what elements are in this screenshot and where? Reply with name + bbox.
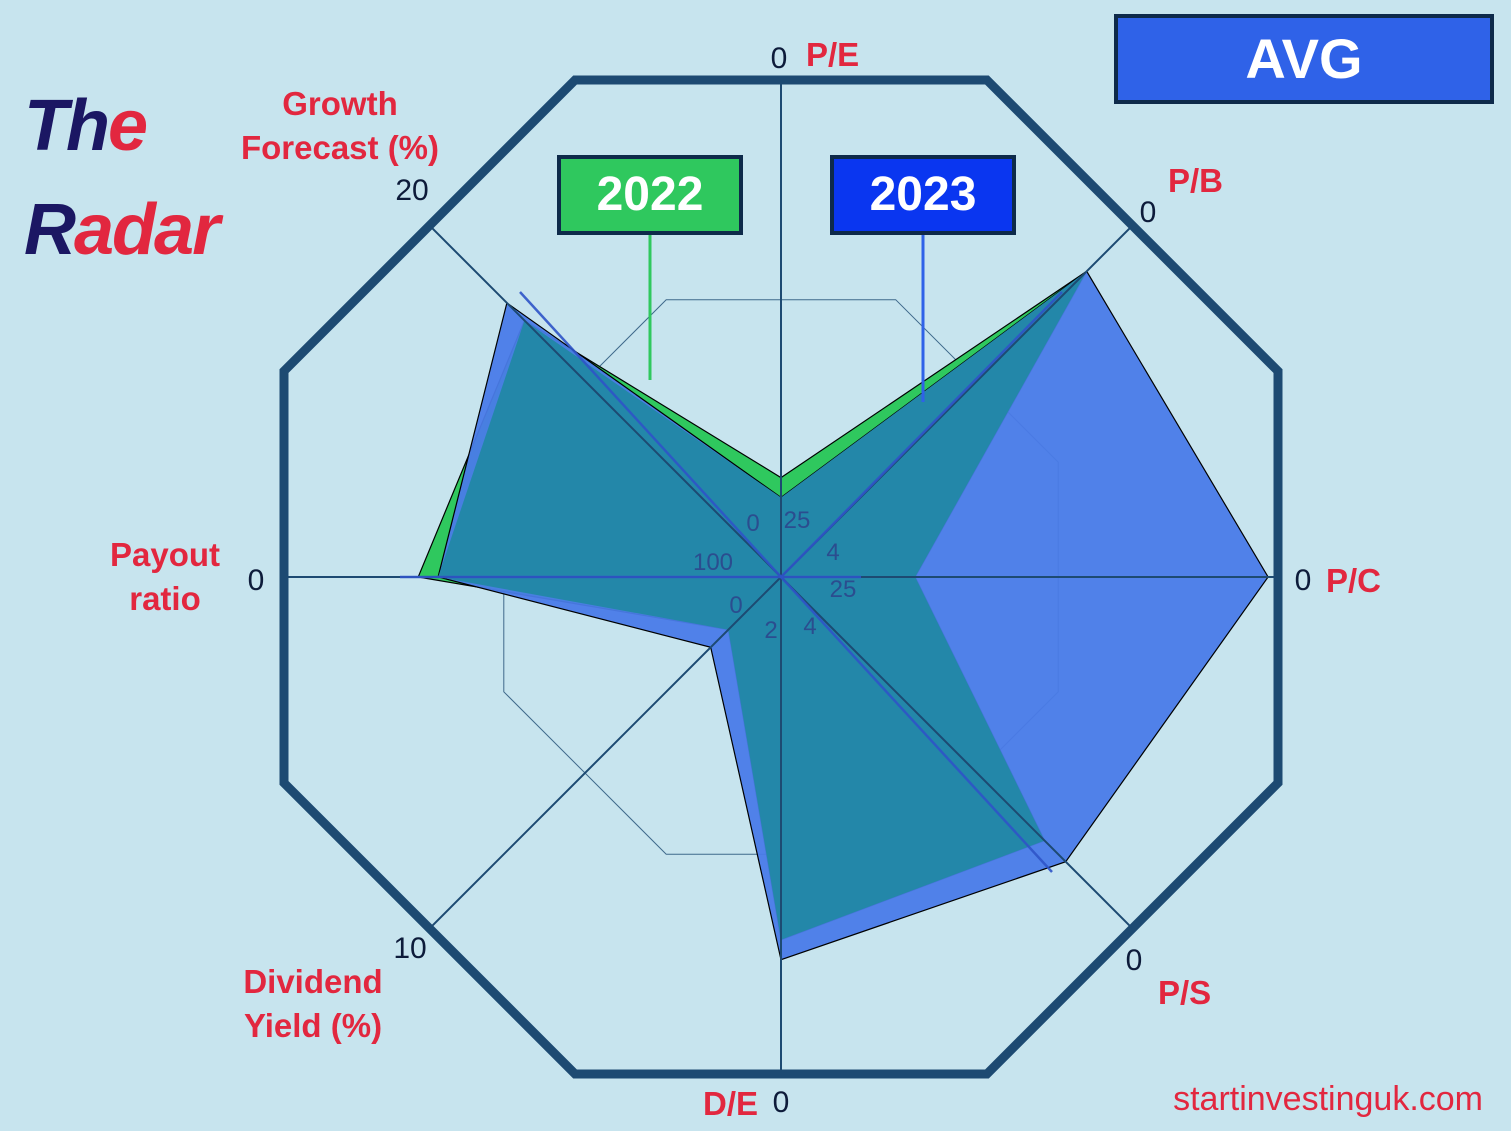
- axis-label: Payout: [110, 536, 220, 573]
- axis-outer-value: 0: [771, 42, 788, 75]
- page-title-line1: The: [24, 86, 148, 166]
- axis-outer-value: 20: [395, 174, 428, 207]
- axis-line: [428, 576, 782, 930]
- axis-label: Dividend: [243, 963, 382, 1000]
- axis-line: [780, 576, 1134, 930]
- legend-2022-badge: 2022: [557, 155, 743, 235]
- axis-label: P/E: [806, 36, 859, 73]
- page-title-line2: Radar: [24, 190, 220, 270]
- overlap-area: [438, 271, 1087, 940]
- axis-line: [519, 291, 782, 578]
- title-adar: adar: [74, 190, 220, 270]
- radar-series: [417, 270, 1269, 961]
- axis-outer-value: 0: [1140, 196, 1157, 229]
- axis-label: P/B: [1168, 162, 1223, 199]
- axis-label: D/E: [703, 1085, 758, 1122]
- axis-outer-value: 0: [248, 564, 265, 597]
- axis-line: [428, 224, 782, 578]
- axis-outer-value: 10: [393, 932, 426, 965]
- axis-inner-value: 25: [830, 576, 857, 603]
- outer-frame: [279, 75, 1283, 1079]
- axis-inner-value: 0: [729, 592, 742, 619]
- axis-inner-value: 4: [826, 539, 839, 566]
- radar-axes: [284, 80, 1278, 1074]
- radar-labels: P/E P/B P/C P/S D/E Dividend Yield (%) Payout ra…: [110, 36, 1381, 1122]
- axis-inner-value: 100: [693, 549, 733, 576]
- axis-label: Growth: [282, 85, 397, 122]
- axis-inner-value: 25: [784, 507, 811, 534]
- title-r: R: [24, 190, 76, 270]
- axis-label: Yield (%): [244, 1007, 382, 1044]
- avg-badge: AVG: [1114, 14, 1494, 104]
- legend-2023-badge: 2023: [830, 155, 1016, 235]
- axis-line: [780, 576, 1053, 873]
- axis-inner-value: 2: [764, 617, 777, 644]
- axis-label: Forecast (%): [241, 129, 439, 166]
- axis-label: P/C: [1326, 562, 1381, 599]
- axis-label: ratio: [129, 580, 201, 617]
- axis-line: [780, 291, 1063, 578]
- title-e: e: [107, 86, 148, 166]
- axis-outer-value: 0: [1126, 944, 1143, 977]
- axis-outer-value: 0: [773, 1086, 790, 1119]
- axis-label: P/S: [1158, 974, 1211, 1011]
- axis-outer-value: 0: [1295, 564, 1312, 597]
- axis-inner-value: 0: [746, 510, 759, 537]
- axis-inner-value: 4: [803, 613, 816, 640]
- site-url: startinvestinguk.com: [1173, 1080, 1483, 1118]
- title-th: Th: [24, 86, 110, 166]
- badge-connectors: [648, 235, 925, 402]
